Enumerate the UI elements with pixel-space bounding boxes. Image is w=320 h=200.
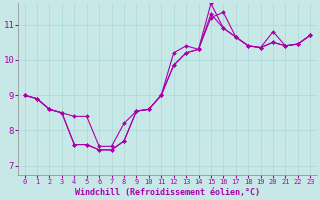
X-axis label: Windchill (Refroidissement éolien,°C): Windchill (Refroidissement éolien,°C) <box>75 188 260 197</box>
